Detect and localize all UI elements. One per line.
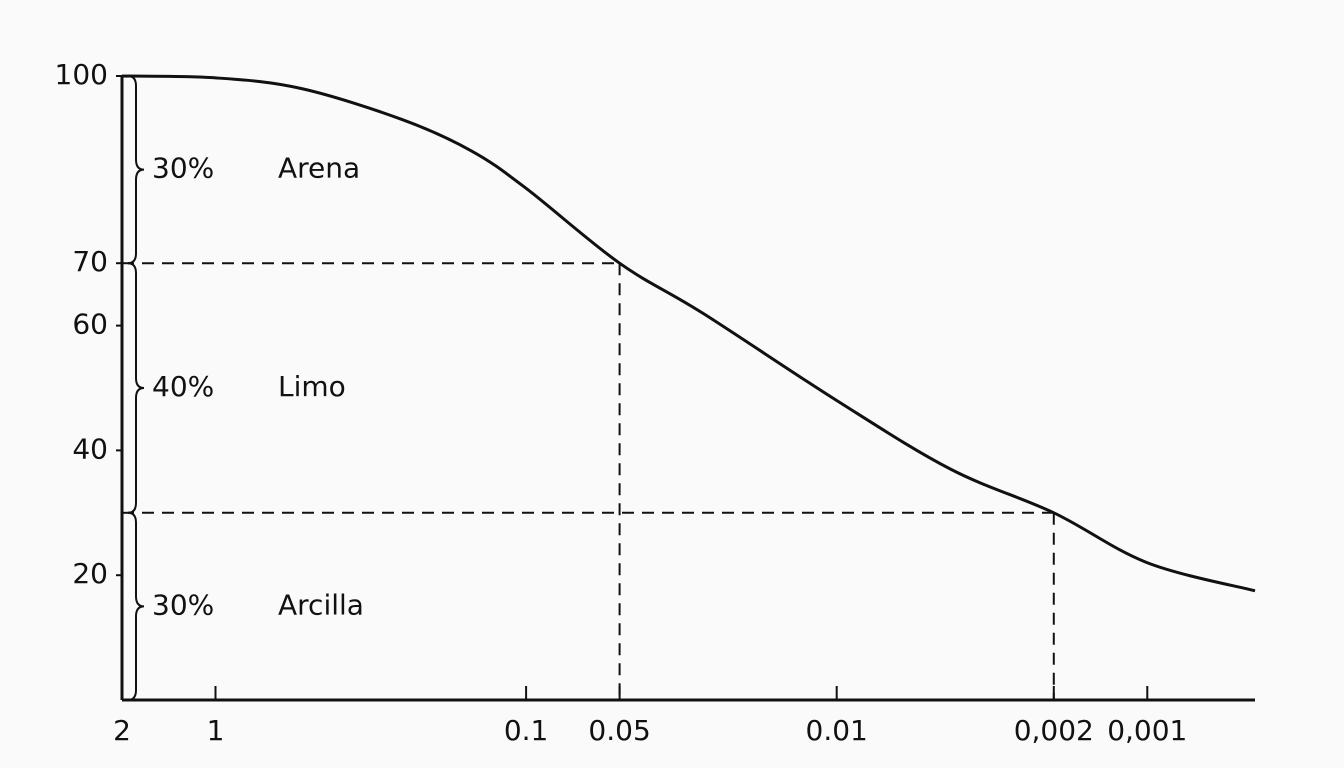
x-tick-label: 0.05 — [588, 714, 650, 747]
x-tick-label: 0,002 — [1014, 714, 1094, 747]
curve — [121, 74, 1256, 593]
y-tick-label: 100 — [55, 58, 108, 91]
annotation-label: Arcilla — [278, 588, 364, 621]
annotation-label: Arena — [278, 152, 360, 185]
y-tick-label: 70 — [72, 245, 108, 278]
y-tick-label: 60 — [72, 308, 108, 341]
brace — [127, 75, 145, 265]
x-tick-label: 2 — [113, 714, 131, 747]
y-tick-label: 40 — [72, 432, 108, 465]
brace — [127, 511, 145, 701]
x-tick-label: 0.01 — [806, 714, 868, 747]
brace — [127, 262, 145, 514]
annotation-percent: 30% — [152, 152, 214, 185]
x-tick-label: 1 — [207, 714, 225, 747]
annotation-percent: 30% — [152, 588, 214, 621]
annotation-percent: 40% — [152, 370, 214, 403]
y-tick-label: 20 — [72, 557, 108, 590]
annotation-label: Limo — [278, 370, 346, 403]
x-tick-label: 0.1 — [504, 714, 549, 747]
x-tick-label: 0,001 — [1107, 714, 1187, 747]
